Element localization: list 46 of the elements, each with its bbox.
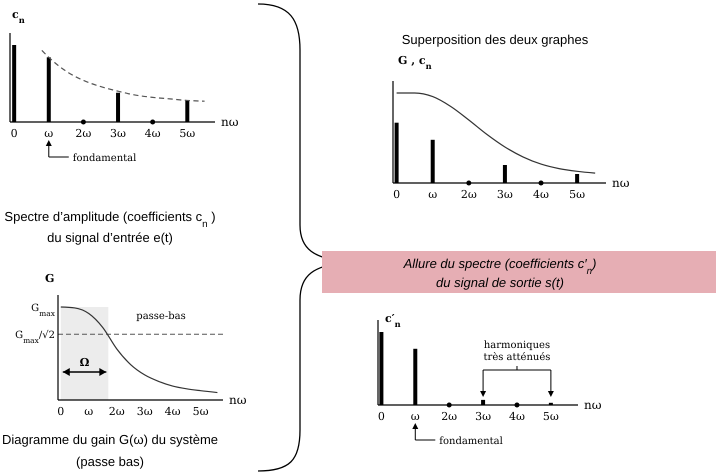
x-tick-label: ω xyxy=(410,410,420,423)
x-axis-title: nω xyxy=(229,393,247,407)
chart-title: Allure du spectre (coefficients c′$_{n}$) xyxy=(402,256,596,276)
text: G$_{max}$ xyxy=(31,303,56,318)
x-axis-title: nω xyxy=(612,176,630,190)
x-tick-label: 0 xyxy=(378,410,385,423)
ref-line-label: G$_{max}$/√2 xyxy=(15,329,55,345)
x-tick-label: 5ω xyxy=(179,127,196,140)
y-axis-title: G , c$_{n}$ xyxy=(398,54,432,71)
y-axis-title: c′$_{n}$ xyxy=(385,312,401,329)
chart-title: Superposition des deux graphes xyxy=(402,32,589,47)
band-label: Ω xyxy=(80,356,90,369)
x-tick-label: 0 xyxy=(393,188,400,201)
text: fondamental xyxy=(72,153,136,164)
text: Diagramme du gain G(ω) du système xyxy=(2,432,218,447)
x-tick-label: 0 xyxy=(10,127,18,140)
x-tick-label: 3ω xyxy=(475,410,492,423)
x-tick-label: 4ω xyxy=(509,410,525,423)
annotation: harmoniques très atténués xyxy=(484,340,550,363)
x-tick-label: ω xyxy=(44,127,54,140)
annotation: passe-bas xyxy=(136,311,186,322)
x-tick-label: 3ω xyxy=(136,405,153,418)
x-tick-label: 4ω xyxy=(164,405,181,418)
text: du signal d’entrée e(t) xyxy=(47,230,173,245)
x-axis-title: nω xyxy=(221,115,239,129)
x-tick-label: ω xyxy=(84,405,94,418)
x-tick-label: 4ω xyxy=(144,127,161,140)
y-axis-title: c$_{n}$ xyxy=(12,8,25,25)
x-axis-title: nω xyxy=(584,398,602,412)
x-tick-label: 3ω xyxy=(496,188,513,201)
x-tick-label: 3ω xyxy=(110,127,126,140)
x-tick-label: 2ω xyxy=(108,405,125,418)
x-tick-label: 4ω xyxy=(533,188,550,201)
x-tick-label: 5ω xyxy=(569,188,586,201)
x-tick-label: 2ω xyxy=(460,188,477,201)
chart-subtitle: du signal de sortie s(t) xyxy=(436,275,564,290)
x-tick-label: 5ω xyxy=(542,410,559,423)
x-tick-label: 2ω xyxy=(75,127,92,140)
x-tick-label: 0 xyxy=(57,405,64,418)
text: fondamental xyxy=(439,436,503,447)
text: Spectre d’amplitude (coefficients c$_{n}$ ) xyxy=(4,209,216,230)
text: (passe bas) xyxy=(76,454,144,469)
x-tick-label: 2ω xyxy=(441,410,458,423)
x-tick-label: 5ω xyxy=(192,405,209,418)
x-tick-label: ω xyxy=(428,188,438,201)
y-axis-title: G xyxy=(45,272,54,285)
